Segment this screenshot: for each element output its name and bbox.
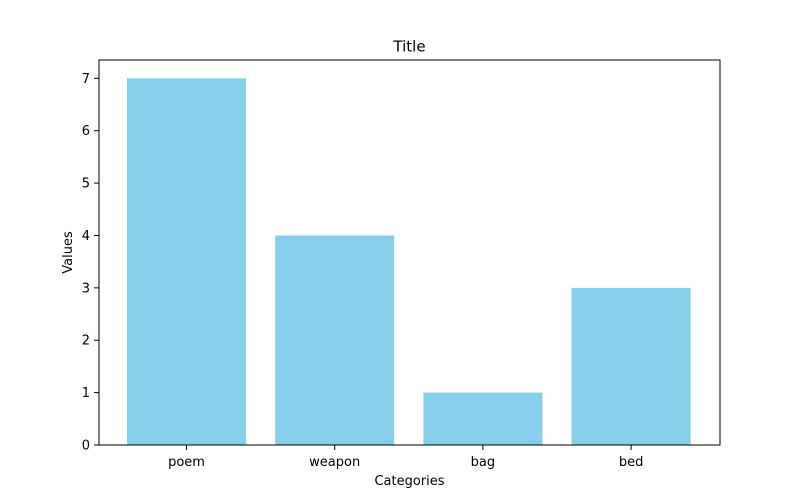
- y-axis-label: Values: [61, 231, 76, 274]
- y-tick-label: 6: [82, 124, 90, 139]
- bar-weapon: [275, 235, 395, 445]
- x-axis-label: Categories: [374, 474, 444, 489]
- x-tick-label: bag: [471, 455, 495, 470]
- x-tick-label: weapon: [309, 455, 360, 470]
- x-axis-ticks: poem weapon bag bed: [168, 445, 643, 470]
- bar-poem: [127, 78, 246, 445]
- bar-bed: [571, 287, 691, 445]
- x-tick-label: bed: [619, 455, 644, 470]
- y-tick-label: 2: [82, 334, 90, 349]
- bars-layer: [127, 78, 691, 445]
- x-tick-label: poem: [168, 455, 205, 470]
- bar-bag: [423, 392, 543, 445]
- y-tick-label: 7: [82, 72, 90, 87]
- plot-frame: [98, 59, 721, 446]
- y-axis-ticks: 0 1 2 3 4 5 6 7: [82, 72, 99, 454]
- y-tick-label: 5: [82, 177, 90, 192]
- y-tick-label: 1: [82, 386, 90, 401]
- y-tick-label: 4: [82, 229, 90, 244]
- y-tick-label: 3: [82, 281, 90, 296]
- y-tick-label: 0: [82, 439, 90, 454]
- chart-title: Title: [392, 38, 425, 56]
